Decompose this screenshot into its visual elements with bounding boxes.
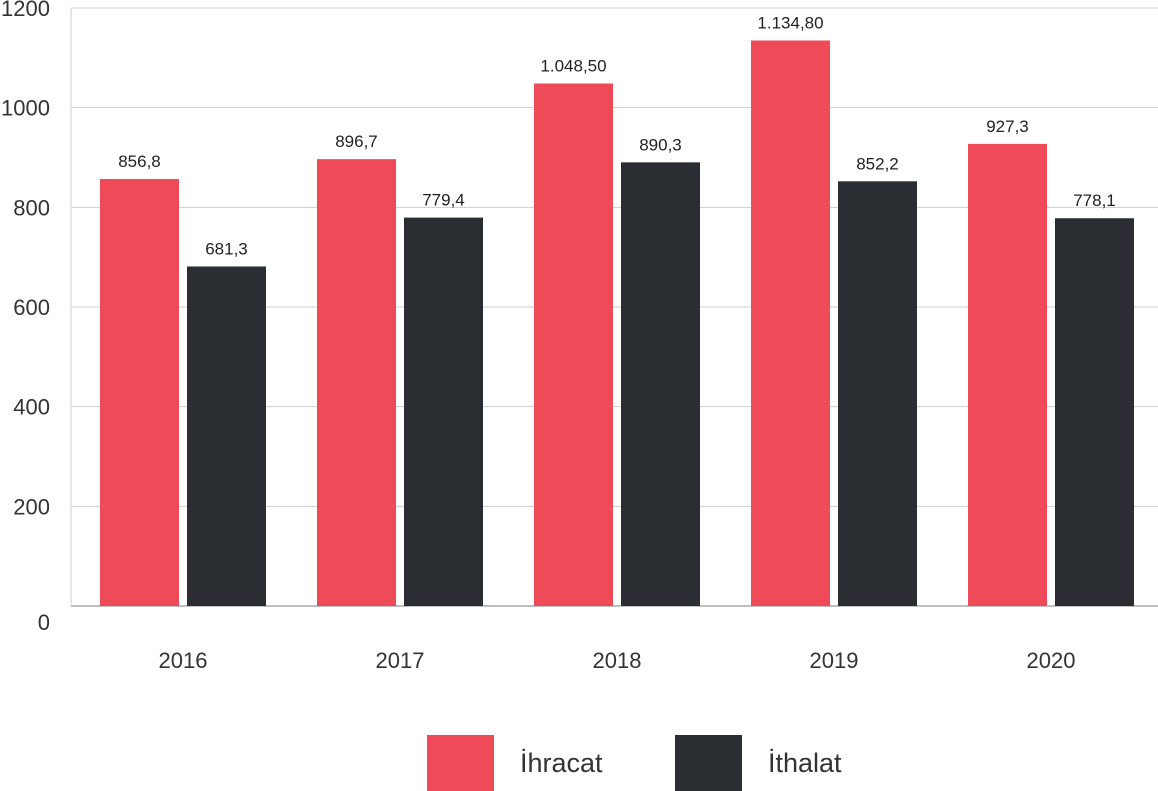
legend-swatch-ihracat — [427, 735, 494, 791]
x-tick-label: 2020 — [1027, 648, 1076, 673]
data-label: 852,2 — [856, 154, 899, 173]
x-tick-label: 2018 — [593, 648, 642, 673]
data-label: 1.048,50 — [540, 56, 606, 75]
bar-ihracat-2020 — [968, 143, 1047, 606]
y-tick-label: 600 — [13, 295, 50, 320]
bar-ihracat-2016 — [100, 179, 179, 606]
legend-swatch-ithalat — [675, 735, 742, 791]
bar-ithalat-2018 — [621, 162, 700, 606]
x-tick-label: 2016 — [159, 648, 208, 673]
y-tick-label: 800 — [13, 195, 50, 220]
legend-item-ihracat: İhracat — [427, 735, 603, 791]
data-label: 890,3 — [639, 135, 682, 154]
data-label: 856,8 — [118, 152, 161, 171]
x-tick-label: 2017 — [376, 648, 425, 673]
x-axis-ticks: 2016 2017 2018 2019 2020 — [159, 648, 1076, 673]
legend-label-ihracat: İhracat — [520, 747, 603, 778]
x-tick-label: 2019 — [810, 648, 859, 673]
legend-item-ithalat: İthalat — [675, 735, 842, 791]
legend: İhracat İthalat — [0, 735, 1158, 791]
bar-chart: 0 200 400 600 800 1000 1200 856,8 681,3 896,7 779… — [1, 0, 1158, 673]
y-tick-label: 400 — [13, 395, 50, 420]
data-label: 681,3 — [205, 239, 248, 258]
data-label: 927,3 — [986, 117, 1029, 136]
y-tick-label: 1000 — [1, 96, 50, 121]
bar-ithalat-2020 — [1055, 218, 1134, 606]
data-labels: 856,8 681,3 896,7 779,4 1.048,50 890,3 1.134,8… — [118, 13, 1116, 258]
bar-ithalat-2017 — [404, 217, 483, 606]
data-label: 896,7 — [335, 132, 378, 151]
bar-ihracat-2019 — [751, 40, 830, 606]
data-label: 778,1 — [1073, 191, 1116, 210]
data-label: 779,4 — [422, 191, 465, 210]
y-tick-label: 1200 — [1, 0, 50, 21]
data-label: 1.134,80 — [757, 13, 823, 32]
bar-ihracat-2018 — [534, 83, 613, 606]
y-tick-label: 0 — [38, 610, 50, 635]
y-tick-label: 200 — [13, 494, 50, 519]
bars — [100, 40, 1134, 607]
bar-ihracat-2017 — [317, 159, 396, 606]
bar-ithalat-2016 — [187, 266, 266, 606]
bar-ithalat-2019 — [838, 181, 917, 607]
y-axis-ticks: 0 200 400 600 800 1000 1200 — [1, 0, 50, 635]
legend-label-ithalat: İthalat — [768, 747, 842, 778]
